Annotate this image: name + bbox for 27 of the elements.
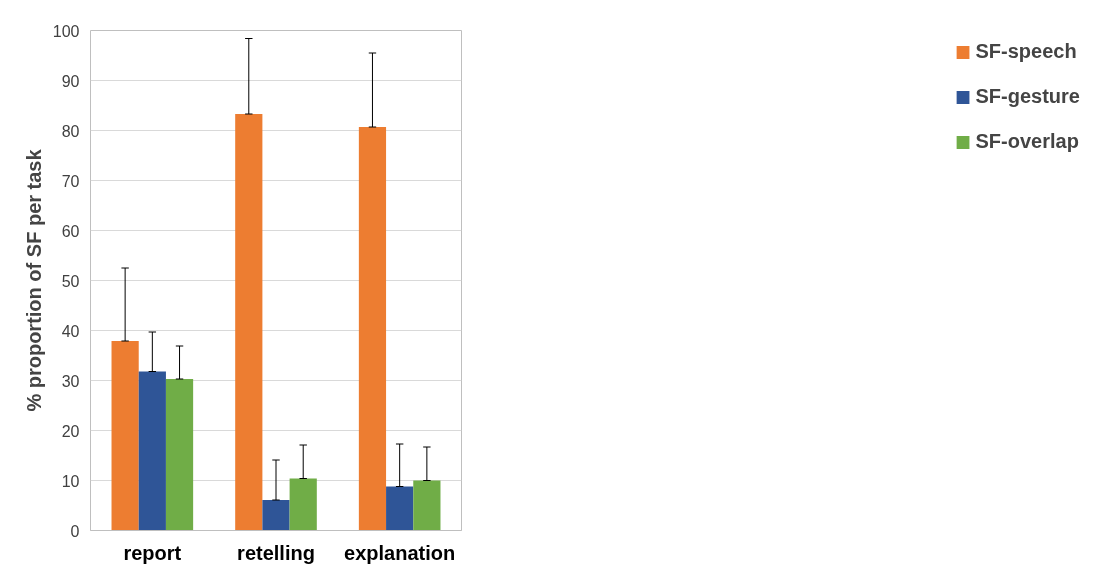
y-tick-label: 80 xyxy=(61,122,80,140)
bar xyxy=(289,478,317,531)
y-tick-label: 100 xyxy=(52,22,80,40)
y-tick-label: 20 xyxy=(61,422,80,440)
bar xyxy=(138,371,166,531)
y-tick-label: 90 xyxy=(61,72,80,90)
legend-label: SF-speech xyxy=(975,40,1077,63)
y-tick-label: 50 xyxy=(61,272,80,290)
bar xyxy=(235,114,263,531)
legend-label: SF-overlap xyxy=(975,130,1079,153)
y-tick-label: 10 xyxy=(61,472,80,490)
legend-label: SF-gesture xyxy=(975,85,1080,108)
y-tick-label: 70 xyxy=(61,172,80,190)
x-tick-label: explanation xyxy=(344,541,456,564)
bar xyxy=(358,127,387,531)
bar xyxy=(413,480,441,531)
y-tick-label: 30 xyxy=(61,372,80,390)
bar xyxy=(165,379,194,531)
bar xyxy=(386,486,414,531)
bar xyxy=(262,500,290,531)
y-tick-label: 40 xyxy=(61,322,80,340)
y-axis-title: % proportion of SF per task xyxy=(22,148,45,412)
x-tick-label: retelling xyxy=(237,541,315,564)
y-tick-label: 0 xyxy=(70,522,80,540)
x-tick-label: report xyxy=(123,541,182,564)
bar xyxy=(111,341,139,531)
y-tick-label: 60 xyxy=(61,222,80,240)
